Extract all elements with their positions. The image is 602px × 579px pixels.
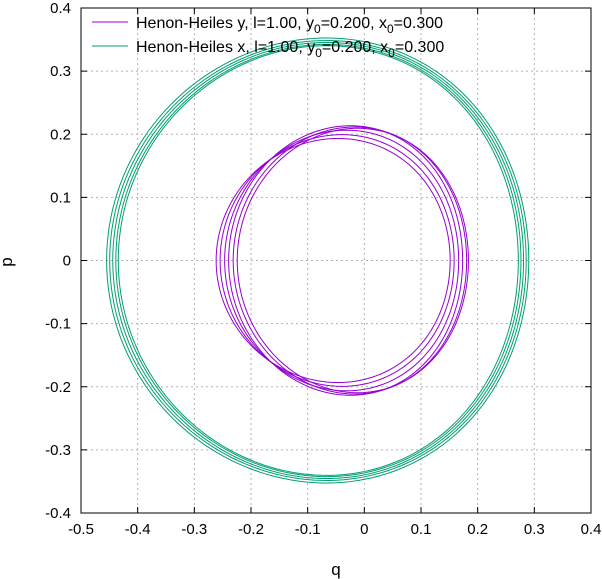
orbit-loop bbox=[112, 41, 525, 480]
orbit-loop bbox=[106, 37, 530, 484]
x-tick-label: -0.3 bbox=[181, 521, 207, 538]
x-tick-label: -0.2 bbox=[238, 521, 264, 538]
y-tick-label: -0.1 bbox=[45, 316, 71, 333]
series-2 bbox=[106, 37, 530, 484]
x-tick-label: 0.3 bbox=[524, 521, 545, 538]
orbit-loop bbox=[117, 45, 519, 476]
y-tick-label: 0.4 bbox=[50, 0, 71, 17]
x-tick-label: -0.4 bbox=[125, 521, 151, 538]
tick-labels: -0.5 -0.4 -0.3 -0.2 -0.1 0 0.1 0.2 0.3 0.4-0.4-0.… bbox=[45, 0, 601, 538]
x-tick-label: 0.1 bbox=[411, 521, 432, 538]
ticks bbox=[80, 7, 592, 514]
y-tick-label: -0.3 bbox=[45, 442, 71, 459]
orbit-loop bbox=[232, 126, 468, 395]
x-tick-label: 0.2 bbox=[467, 521, 488, 538]
legend-entry: Henon-Heiles x, l=1.00, y0=0.200, x0=0.3… bbox=[136, 39, 444, 60]
orbit-loop bbox=[115, 43, 522, 478]
orbit-loop bbox=[236, 127, 469, 394]
curves bbox=[106, 37, 530, 484]
orbit-loop bbox=[215, 137, 451, 384]
orbit-loop bbox=[228, 125, 464, 396]
legend: Henon-Heiles y, l=1.00, y0=0.200, x0=0.3… bbox=[92, 15, 444, 60]
orbit-loop bbox=[219, 134, 455, 387]
x-axis-label: q bbox=[331, 560, 340, 579]
orbit-loop bbox=[224, 129, 460, 392]
series-1 bbox=[215, 125, 469, 396]
x-tick-label: 0 bbox=[360, 521, 368, 538]
orbit-loop bbox=[109, 40, 527, 481]
y-tick-label: 0.1 bbox=[50, 189, 71, 206]
y-tick-label: 0.3 bbox=[50, 63, 71, 80]
y-axis-label: p bbox=[0, 257, 16, 266]
y-tick-label: 0.2 bbox=[50, 126, 71, 143]
x-tick-label: 0.4 bbox=[581, 521, 602, 538]
y-tick-label: -0.2 bbox=[45, 379, 71, 396]
x-tick-label: -0.1 bbox=[295, 521, 321, 538]
x-tick-label: -0.5 bbox=[68, 521, 94, 538]
grid bbox=[81, 8, 591, 513]
y-tick-label: -0.4 bbox=[45, 505, 71, 522]
y-tick-label: 0 bbox=[63, 253, 71, 270]
legend-entry: Henon-Heiles y, l=1.00, y0=0.200, x0=0.3… bbox=[136, 15, 443, 36]
